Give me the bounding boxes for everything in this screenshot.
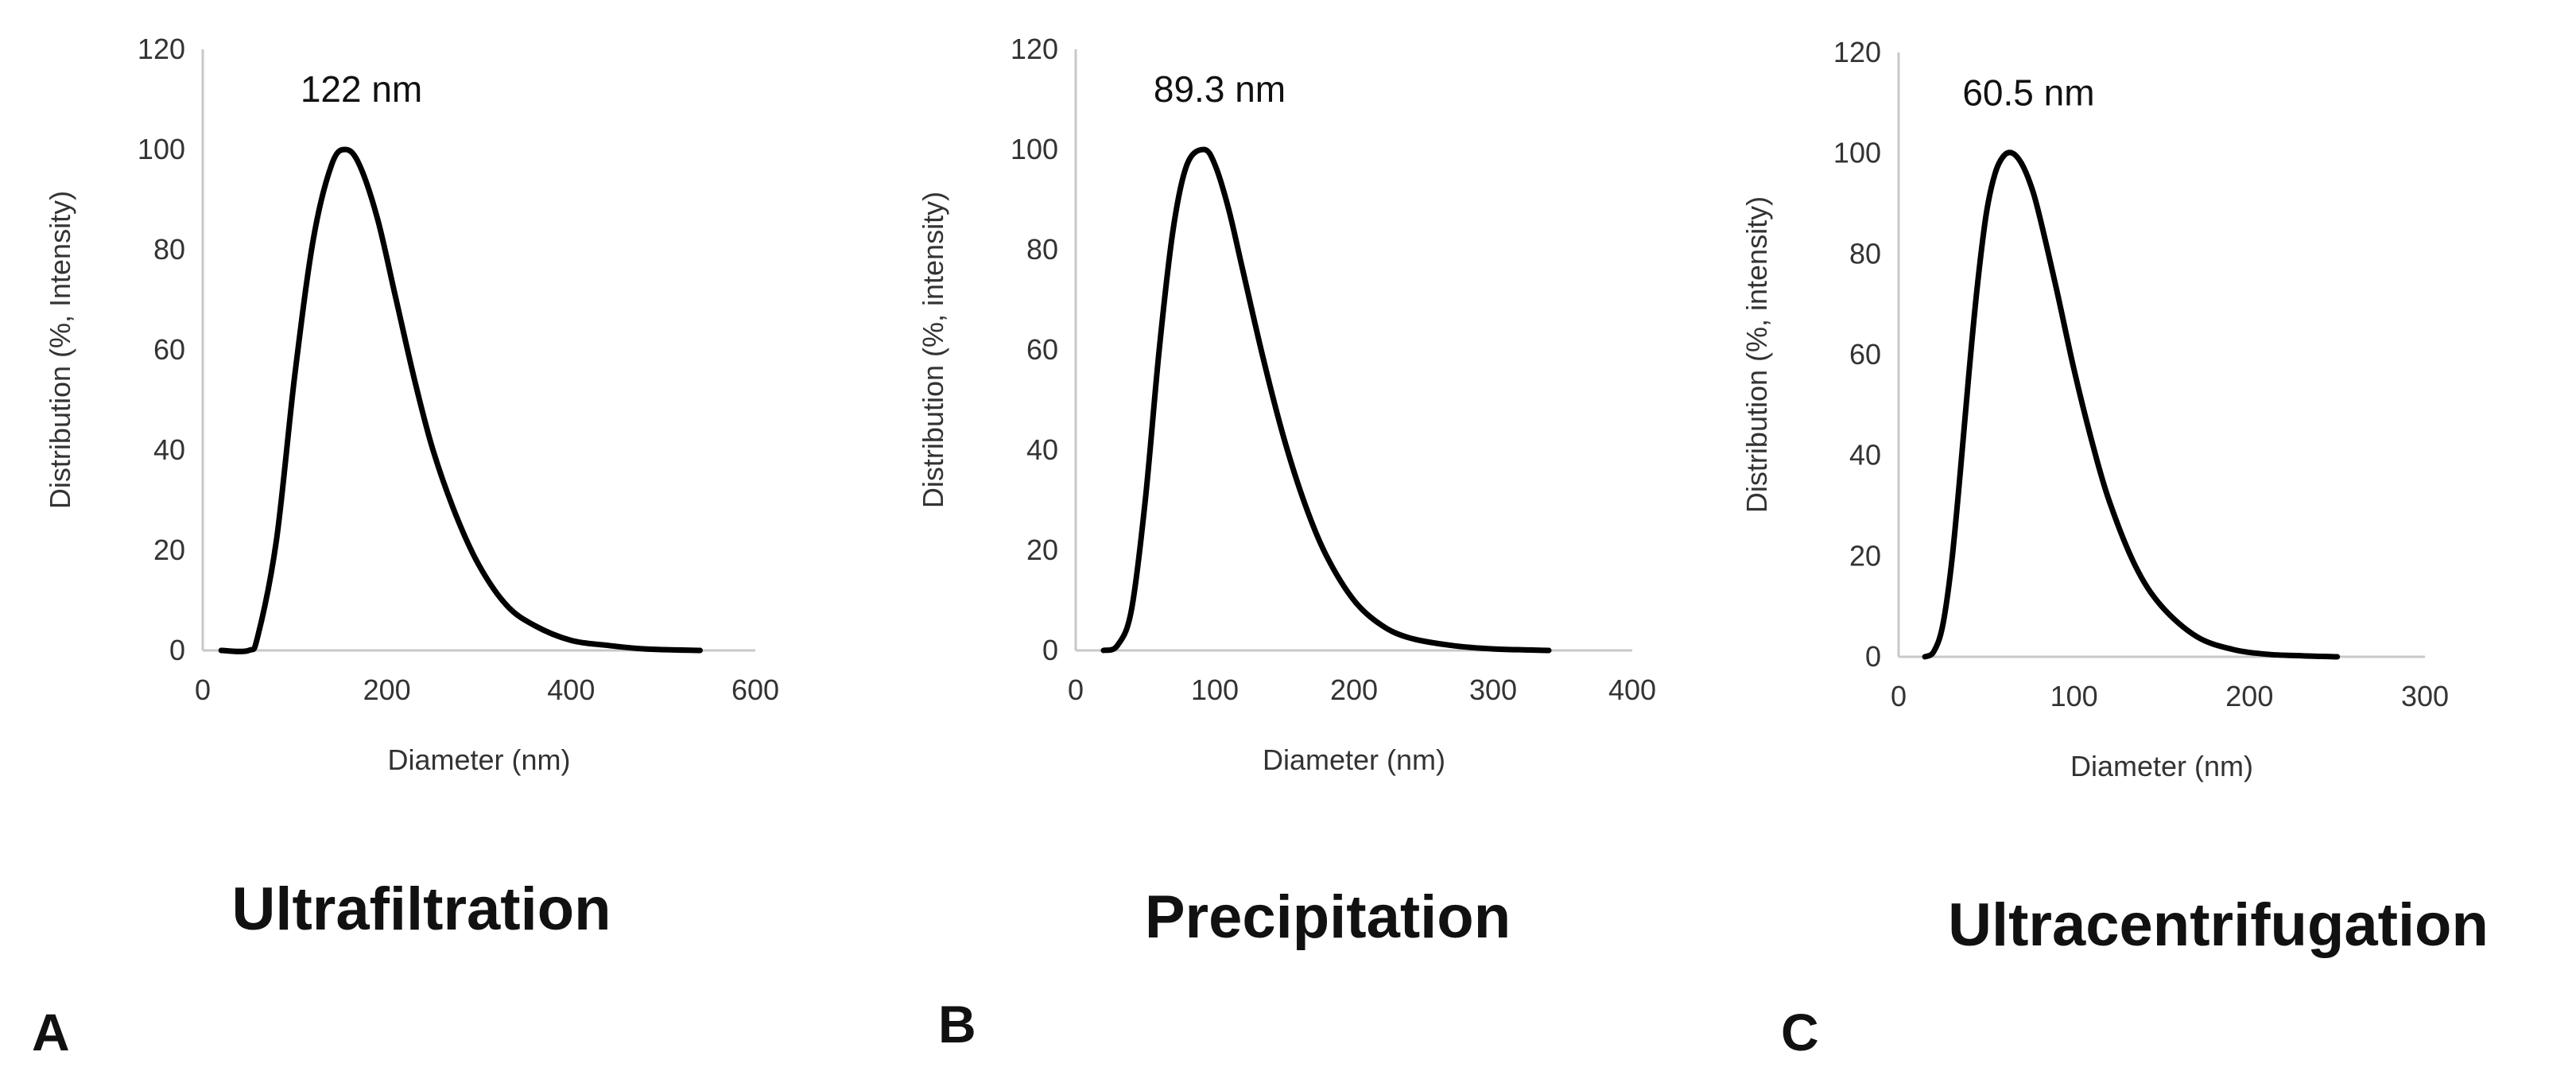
x-axis-title: Diameter (nm) [2070,750,2253,782]
y-tick-label: 100 [138,133,185,165]
y-tick-label: 100 [1833,137,1881,169]
panel-letter-b: B [938,995,976,1054]
distribution-curve [1922,149,2341,660]
panel-c: 0 20 40 60 80 100 120 0 100 200 300 Diameter (nm) Di… [1717,0,2576,1079]
x-tick-label: 400 [1608,673,1656,706]
x-tick-label: 0 [1068,673,1084,706]
y-tick-label: 80 [1849,237,1881,270]
y-tick-label: 120 [138,33,185,65]
method-label-b: Precipitation [1144,883,1511,951]
y-tick-label: 60 [1849,338,1881,371]
panel-letter-a: A [32,1003,70,1062]
distribution-curve [1100,146,1552,654]
panel-letter-c: C [1781,1003,1819,1062]
x-tick-label: 600 [731,673,779,706]
y-tick-label: 120 [1011,33,1058,65]
y-axis-title: Distribution (%, intensity) [917,192,949,508]
method-label-a: Ultrafiltration [231,875,611,943]
x-tick-label: 100 [2050,680,2098,712]
y-tick-label: 0 [1042,634,1058,666]
distribution-curve [218,146,703,654]
x-axis-title: Diameter (nm) [387,743,570,776]
method-label-c: Ultracentrifugation [1948,891,2489,959]
x-tick-label: 0 [1891,680,1907,712]
y-tick-label: 0 [169,634,185,666]
y-tick-label: 40 [1026,433,1058,466]
x-tick-label: 200 [2225,680,2273,712]
y-tick-label: 60 [153,333,185,366]
y-tick-label: 20 [1849,539,1881,572]
y-tick-label: 20 [1026,534,1058,566]
peak-size-label: 60.5 nm [1962,72,2094,114]
x-tick-label: 100 [1191,673,1239,706]
chart-a: 0 20 40 60 80 100 120 0 200 400 600 Diameter (nm) Di… [44,33,779,776]
y-tick-label: 80 [1026,233,1058,266]
x-tick-label: 400 [547,673,595,706]
y-axis-title: Distribution (%, Intensity) [44,191,76,509]
peak-size-label: 89.3 nm [1154,68,1286,110]
y-tick-label: 120 [1833,36,1881,68]
x-tick-label: 200 [1330,673,1378,706]
x-tick-label: 0 [195,673,211,706]
y-tick-label: 80 [153,233,185,266]
y-tick-label: 0 [1865,640,1881,673]
y-tick-label: 100 [1011,133,1058,165]
x-tick-label: 300 [1469,673,1517,706]
x-tick-label: 200 [363,673,411,706]
x-axis-title: Diameter (nm) [1263,743,1445,776]
x-tick-label: 300 [2401,680,2449,712]
y-tick-label: 40 [1849,439,1881,472]
chart-c: 0 20 40 60 80 100 120 0 100 200 300 Diameter (nm) Di… [1740,36,2449,782]
y-tick-label: 20 [153,534,185,566]
panel-a: 0 20 40 60 80 100 120 0 200 400 600 Diameter (nm) Di… [0,0,859,1079]
y-tick-label: 60 [1026,333,1058,366]
y-axis-title: Distribution (%, intensity) [1740,196,1773,513]
y-tick-label: 40 [153,433,185,466]
chart-b: 0 20 40 60 80 100 120 0 100 200 300 400 Diameter (nm… [917,33,1656,776]
panel-b: 0 20 40 60 80 100 120 0 100 200 300 400 Diameter (nm… [859,0,1717,1079]
peak-size-label: 122 nm [301,68,422,110]
